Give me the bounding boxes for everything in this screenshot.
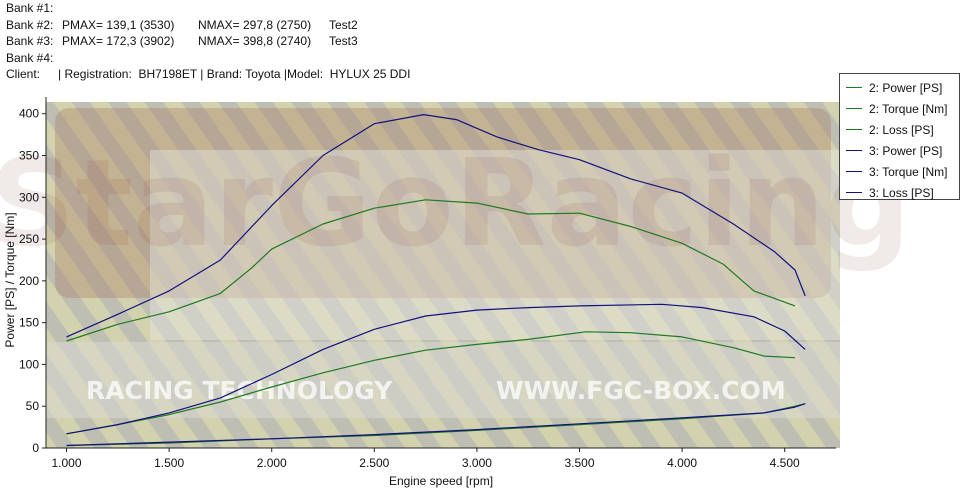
bank3-line: Bank #3: PMAX= 172,3 (3902) NMAX= 398,8 (2… [6, 33, 410, 50]
y-tick-label: 50 [26, 399, 40, 413]
legend-swatch [846, 192, 862, 193]
legend-label: 3: Loss [PS] [869, 185, 934, 200]
client-label: Client: [6, 67, 41, 81]
report-header: Bank #1: Bank #2: PMAX= 139,1 (3530) NMAX=… [6, 0, 410, 83]
legend-swatch [846, 108, 862, 109]
y-tick-label: 400 [19, 107, 39, 121]
bank2-pmax: PMAX= 139,1 (3530) [62, 17, 175, 32]
y-axis-label: Power [PS] / Torque [Nm] [3, 212, 17, 347]
watermark-url: WWW.FGC-BOX.COM [496, 376, 786, 405]
bank1-line: Bank #1: [6, 0, 410, 17]
client-line: Client: | Registration: BH7198ET | Brand:… [6, 66, 410, 83]
bank4-line: Bank #4: [6, 50, 410, 67]
bank4-label: Bank #4: [6, 50, 54, 65]
bank2-nmax: NMAX= 297,8 (2750) [198, 17, 312, 32]
series-line-6 [66, 403, 806, 447]
legend-label: 2: Loss [PS] [869, 122, 934, 137]
series-line-5 [66, 113, 806, 338]
bank2-line: Bank #2: PMAX= 139,1 (3530) NMAX= 297,8 (2… [6, 17, 410, 34]
chart-legend: 2: Power [PS] 2: Torque [Nm] 2: Loss [PS] 3… [839, 73, 960, 200]
x-tick-label: 2.000 [257, 456, 287, 470]
legend-swatch [846, 87, 862, 88]
x-axis-label: Engine speed [rpm] [389, 474, 493, 488]
y-tick-label: 250 [19, 232, 39, 246]
legend-item: 2: Loss [PS] [840, 119, 959, 140]
legend-item: 3: Torque [Nm] [840, 161, 959, 182]
client-details: | Registration: BH7198ET | Brand: Toyota… [58, 67, 411, 81]
bank2-label: Bank #2: [6, 17, 54, 32]
x-tick-label: 4.000 [667, 456, 697, 470]
y-tick-label: 300 [19, 190, 39, 204]
bank2-test: Test2 [329, 17, 358, 32]
x-tick-label: 1.500 [154, 456, 184, 470]
bank3-label: Bank #3: [6, 34, 54, 48]
y-tick-label: 150 [19, 316, 39, 330]
watermark-racing: RACING TECHNOLOGY [86, 376, 393, 405]
legend-label: 2: Power [PS] [869, 80, 943, 95]
legend-item: 3: Loss [PS] [840, 182, 959, 203]
y-tick-label: 100 [19, 357, 39, 371]
y-tick-label: 0 [32, 441, 39, 455]
legend-label: 3: Torque [Nm] [869, 164, 948, 179]
bank1-label: Bank #1: [6, 1, 54, 15]
series-line-1 [66, 331, 796, 435]
x-tick-label: 2.500 [359, 456, 389, 470]
watermark: StarGoRacing RACING TECHNOLOGY WWW.FGC-B… [0, 135, 911, 405]
series-lines [66, 113, 806, 447]
x-tick-label: 1.000 [52, 456, 82, 470]
legend-swatch [846, 129, 862, 130]
series-line-4 [66, 303, 806, 435]
legend-swatch [846, 150, 862, 151]
watermark-logo: StarGoRacing [0, 135, 911, 274]
x-ticks: 1.000 1.500 2.000 2.500 3.000 3.500 4.000 4.500 [52, 448, 800, 470]
bank3-test: Test3 [329, 34, 358, 48]
legend-item: 3: Power [PS] [840, 140, 959, 161]
x-tick-label: 4.500 [770, 456, 800, 470]
legend-label: 2: Torque [Nm] [869, 101, 948, 116]
x-tick-label: 3.000 [462, 456, 492, 470]
series-line-2 [66, 199, 796, 342]
x-tick-label: 3.500 [564, 456, 594, 470]
legend-item: 2: Torque [Nm] [840, 98, 959, 119]
legend-label: 3: Power [PS] [869, 143, 943, 158]
bank3-pmax: PMAX= 172,3 (3902) [62, 34, 175, 48]
y-tick-label: 350 [19, 149, 39, 163]
y-tick-label: 200 [19, 274, 39, 288]
legend-swatch [846, 171, 862, 172]
plot-background [46, 102, 840, 448]
y-ticks: 0 50 100 150 200 250 300 350 400 [19, 107, 46, 455]
bank3-nmax: NMAX= 398,8 (2740) [198, 34, 312, 48]
legend-item: 2: Power [PS] [840, 77, 959, 98]
